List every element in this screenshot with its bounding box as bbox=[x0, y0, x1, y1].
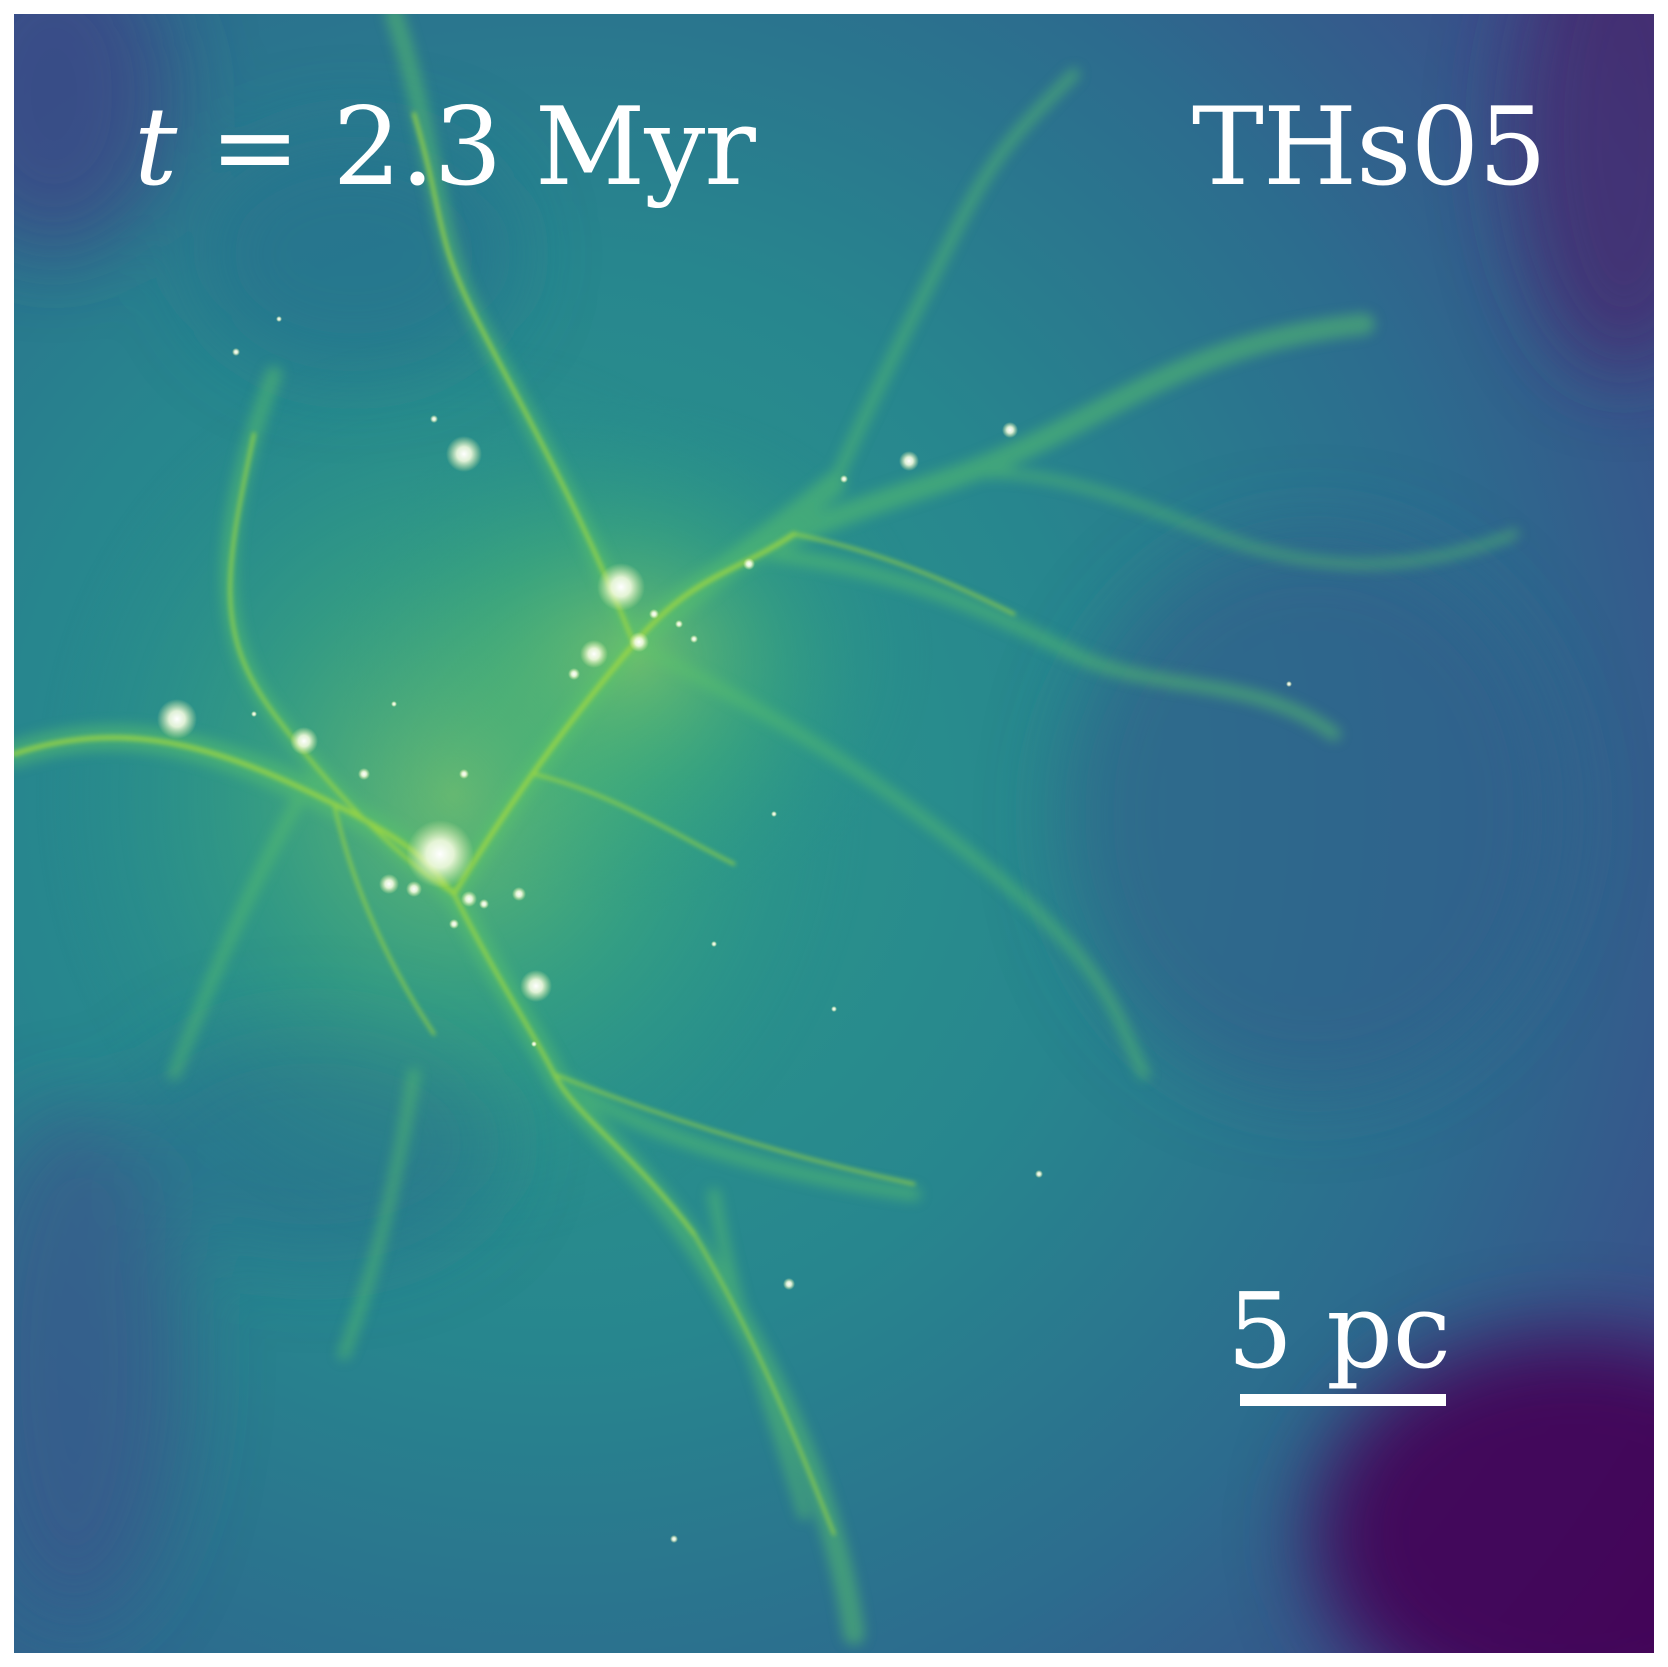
bright-filaments bbox=[14, 112, 1016, 1536]
scale-bar-value: 5 bbox=[1226, 1270, 1294, 1392]
scale-bar-unit: pc bbox=[1326, 1270, 1452, 1392]
sink-particles bbox=[157, 316, 1292, 1543]
time-equals-sign: = bbox=[209, 85, 300, 210]
scale-bar-label: 5 pc bbox=[1224, 1279, 1454, 1383]
simulation-label: THs05 bbox=[1191, 85, 1547, 210]
time-variable: t bbox=[134, 85, 177, 210]
scale-bar bbox=[1240, 1394, 1446, 1406]
density-projection-panel: t = 2.3 Myr THs05 5 pc bbox=[14, 14, 1654, 1653]
time-value: 2.3 bbox=[332, 85, 503, 210]
time-label: t = 2.3 Myr bbox=[134, 94, 756, 202]
gas-density-map bbox=[14, 14, 1654, 1653]
time-unit: Myr bbox=[534, 85, 756, 210]
